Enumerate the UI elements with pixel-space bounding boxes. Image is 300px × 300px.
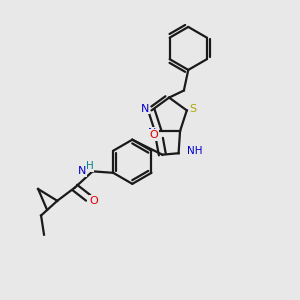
Text: N: N bbox=[141, 104, 149, 114]
Text: N: N bbox=[148, 128, 156, 138]
Text: NH: NH bbox=[187, 146, 202, 156]
Text: S: S bbox=[190, 104, 197, 114]
Text: O: O bbox=[150, 130, 158, 140]
Text: N: N bbox=[78, 166, 86, 176]
Text: O: O bbox=[90, 196, 98, 206]
Text: H: H bbox=[86, 161, 94, 171]
